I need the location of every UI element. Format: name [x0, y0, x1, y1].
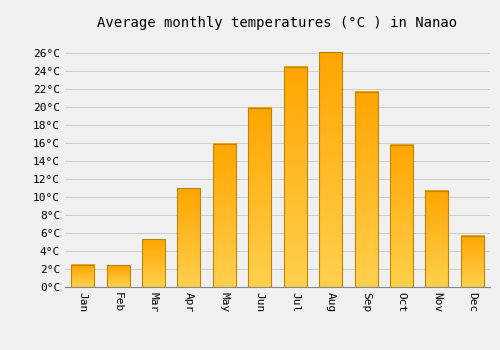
Bar	[248, 108, 272, 287]
Bar	[142, 239, 165, 287]
Bar	[390, 145, 413, 287]
Bar	[319, 52, 342, 287]
Title: Average monthly temperatures (°C ) in Nanao: Average monthly temperatures (°C ) in Na…	[98, 16, 458, 30]
Bar	[354, 92, 378, 287]
Bar	[213, 144, 236, 287]
Bar	[71, 265, 94, 287]
Bar	[106, 265, 130, 287]
Bar	[426, 191, 448, 287]
Bar	[284, 66, 306, 287]
Bar	[178, 188, 201, 287]
Bar	[461, 236, 484, 287]
